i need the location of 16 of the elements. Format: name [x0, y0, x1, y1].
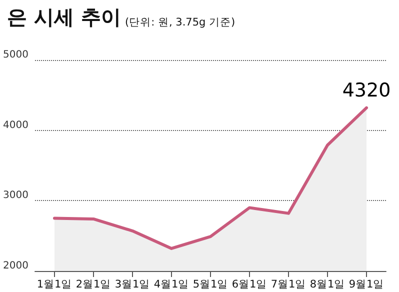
x-tick-label: 2월1일 — [76, 278, 112, 290]
x-tick-label: 6월1일 — [232, 278, 268, 290]
y-tick-label: 4000 — [3, 120, 28, 131]
chart-title: 은 시세 추이 — [7, 5, 121, 29]
data-label: 4320 — [342, 79, 391, 102]
x-tick-label: 1월1일 — [36, 278, 72, 290]
x-tick-label: 9월1일 — [348, 278, 384, 290]
x-tick-label: 3월1일 — [114, 278, 150, 290]
chart-subtitle: (단위: 원, 3.75g 기준) — [125, 16, 236, 28]
x-tick-label: 7월1일 — [270, 278, 306, 290]
x-tick-label: 8월1일 — [310, 278, 346, 290]
y-tick-label: 2000 — [3, 260, 28, 272]
y-tick-label: 5000 — [3, 50, 28, 60]
y-tick-label: 3000 — [3, 190, 28, 202]
x-tick-label: 5월1일 — [192, 278, 228, 290]
x-tick-label: 4월1일 — [154, 278, 190, 290]
